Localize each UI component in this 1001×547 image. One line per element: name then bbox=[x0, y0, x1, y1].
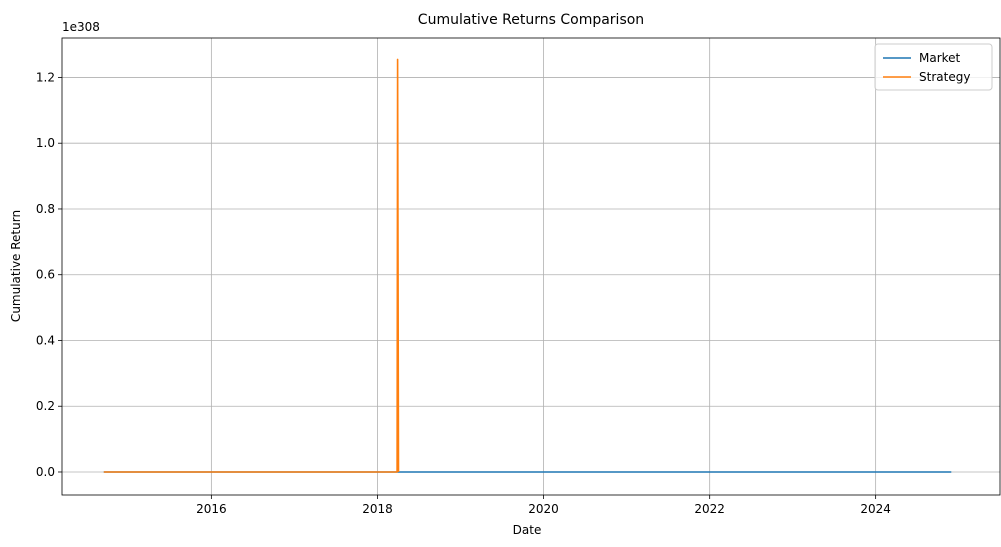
y-axis-label: Cumulative Return bbox=[9, 210, 23, 322]
x-tick-label: 2016 bbox=[196, 502, 227, 516]
y-tick-label: 1.2 bbox=[36, 70, 55, 84]
y-axis-ticks: 0.0 0.2 0.4 0.6 0.8 1.0 1.2 bbox=[36, 70, 62, 479]
y-tick-label: 0.4 bbox=[36, 333, 55, 347]
legend-label: Market bbox=[919, 51, 961, 65]
plot-frame bbox=[61, 37, 1001, 496]
x-tick-label: 2024 bbox=[860, 502, 891, 516]
series-line-strategy bbox=[103, 58, 400, 473]
y-tick-label: 1.0 bbox=[36, 136, 55, 150]
y-tick-label: 0.6 bbox=[36, 268, 55, 282]
x-axis-label: Date bbox=[513, 523, 542, 537]
y-offset-text: 1e308 bbox=[62, 20, 100, 34]
x-tick-label: 2022 bbox=[694, 502, 725, 516]
y-tick-label: 0.8 bbox=[36, 202, 55, 216]
y-tick-label: 0.2 bbox=[36, 399, 55, 413]
x-tick-label: 2020 bbox=[528, 502, 559, 516]
legend-label: Strategy bbox=[919, 70, 970, 84]
chart-title: Cumulative Returns Comparison bbox=[418, 12, 644, 28]
x-tick-label: 2018 bbox=[362, 502, 393, 516]
legend: Market Strategy bbox=[874, 43, 993, 91]
x-axis-ticks: 2016 2018 2020 2022 2024 bbox=[196, 495, 891, 516]
grid-layer bbox=[62, 38, 1000, 495]
legend-box bbox=[874, 43, 993, 91]
series-layer bbox=[103, 58, 952, 473]
y-tick-label: 0.0 bbox=[36, 465, 55, 479]
